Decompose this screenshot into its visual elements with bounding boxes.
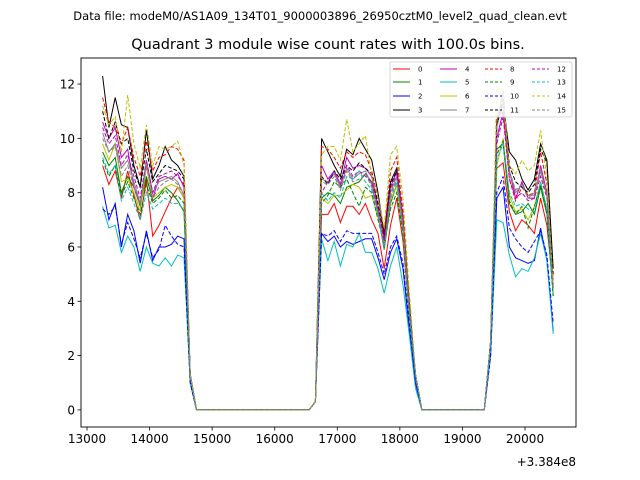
legend-label-9: 9 bbox=[510, 79, 514, 87]
legend-label-10: 10 bbox=[510, 93, 519, 101]
legend-label-7: 7 bbox=[465, 107, 469, 115]
legend-box bbox=[389, 61, 573, 118]
legend-label-4: 4 bbox=[465, 66, 470, 74]
series-line-13 bbox=[102, 143, 554, 411]
axes-frame bbox=[80, 57, 577, 428]
y-tick-label: 2 bbox=[67, 349, 75, 363]
x-tick-label: 14000 bbox=[130, 432, 168, 446]
series-line-0 bbox=[102, 161, 554, 411]
legend-label-12: 12 bbox=[557, 66, 566, 74]
x-tick-label: 15000 bbox=[193, 432, 231, 446]
legend-label-8: 8 bbox=[510, 66, 514, 74]
y-tick-label: 8 bbox=[67, 186, 75, 200]
y-tick-label: 12 bbox=[60, 78, 75, 92]
x-tick-label: 20000 bbox=[506, 432, 544, 446]
series-line-12 bbox=[102, 116, 554, 411]
y-tick-label: 0 bbox=[67, 403, 75, 417]
chart-title: Quadrant 3 module wise count rates with … bbox=[131, 37, 525, 53]
y-tick-label: 4 bbox=[67, 295, 75, 309]
legend-label-6: 6 bbox=[465, 93, 470, 101]
series-line-5 bbox=[102, 206, 554, 411]
series-line-10 bbox=[102, 176, 554, 411]
y-axis: 0 2 4 6 8 10 12 bbox=[60, 78, 81, 417]
legend-label-0: 0 bbox=[418, 66, 422, 74]
series-lines bbox=[102, 75, 554, 411]
y-tick-label: 10 bbox=[60, 132, 75, 146]
x-tick-label: 16000 bbox=[256, 432, 294, 446]
series-line-15 bbox=[102, 100, 554, 411]
series-line-14 bbox=[102, 85, 554, 411]
legend-label-13: 13 bbox=[557, 79, 566, 87]
x-tick-label: 13000 bbox=[68, 432, 106, 446]
y-tick-label: 6 bbox=[67, 240, 75, 254]
figure-suptitle: Data file: modeM0/AS1A09_134T01_90000038… bbox=[73, 9, 567, 23]
legend-label-1: 1 bbox=[418, 79, 422, 87]
legend-label-3: 3 bbox=[418, 107, 422, 115]
x-axis: 13000 14000 15000 16000 17000 18000 19000 20000 bbox=[68, 427, 544, 446]
legend-label-14: 14 bbox=[557, 93, 566, 101]
x-offset-label: +3.384e8 bbox=[517, 455, 576, 469]
series-line-2 bbox=[102, 185, 554, 411]
legend-label-15: 15 bbox=[557, 107, 566, 115]
legend-label-5: 5 bbox=[465, 79, 469, 87]
legend-label-2: 2 bbox=[418, 93, 422, 101]
x-tick-label: 18000 bbox=[381, 432, 419, 446]
x-tick-label: 17000 bbox=[318, 432, 356, 446]
legend-label-11: 11 bbox=[510, 107, 519, 115]
x-tick-label: 19000 bbox=[443, 432, 481, 446]
